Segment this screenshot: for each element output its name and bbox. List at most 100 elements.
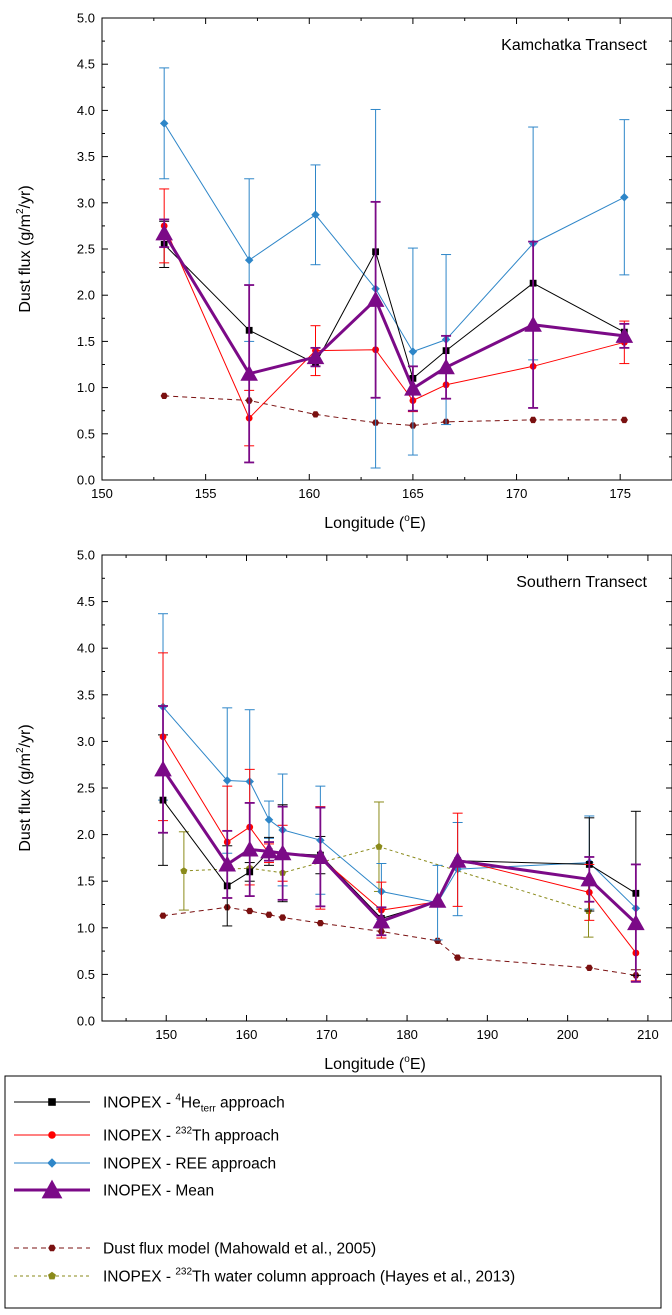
plot-frame	[101, 17, 672, 481]
y-tick-label: 4.0	[77, 641, 95, 656]
x-tick-label: 210	[637, 1027, 659, 1042]
data-point-model	[585, 964, 593, 971]
data-point-model	[159, 912, 167, 919]
legend-marker-model	[48, 1244, 56, 1252]
series-line-ree	[163, 123, 625, 353]
southern-panel: 0.0 0.5 1.0 1.5 2.0 2.5 3.0 3.5 4.0 4.5 5.0 150 160 1…	[15, 548, 672, 1073]
legend-marker-mean	[41, 1179, 63, 1199]
legend-text-part: approach	[216, 1095, 285, 1112]
panel-title: Kamchatka Transect	[501, 37, 647, 54]
data-point-mean	[524, 315, 542, 332]
y-tick-label: 3.5	[77, 687, 95, 702]
legend-item-water: INOPEX - 232Th water column approach (Ha…	[14, 1267, 515, 1286]
y-tick-label: 5.0	[77, 548, 95, 563]
legend-label-he: INOPEX - 4Heterr approach	[103, 1093, 285, 1115]
legend-label-model: Dust flux model (Mahowald et al., 2005)	[103, 1241, 376, 1258]
data-point-mean	[372, 912, 391, 929]
legend-item-ree: INOPEX - REE approach	[14, 1156, 276, 1173]
data-point-mean	[615, 327, 634, 343]
series-he	[158, 734, 641, 976]
y-tick-label: 2.5	[77, 781, 95, 796]
x-axis-label-part: Longitude (	[324, 515, 405, 532]
legend-text-part: INOPEX -	[103, 1269, 175, 1286]
legend-text-part: Dust flux model (Mahowald et al., 2005)	[103, 1241, 376, 1258]
data-point-mean	[580, 870, 599, 887]
x-axis-label-part: E)	[410, 515, 426, 532]
legend-sup: 4	[175, 1093, 181, 1104]
x-axis-label-sup: o	[404, 1054, 410, 1065]
x-axis-label: Longitude (oE)	[324, 513, 426, 532]
x-axis-label-sup: o	[404, 513, 410, 524]
series-ree	[158, 613, 641, 941]
y-tick-label: 4.0	[77, 103, 95, 118]
x-tick-label: 160	[298, 486, 320, 501]
series-mean	[155, 200, 634, 464]
data-point-mean	[311, 848, 330, 865]
series-line-mean	[162, 232, 625, 390]
x-tick-label: 170	[506, 486, 528, 501]
data-point-ree	[159, 119, 169, 128]
y-tick-label: 2.5	[77, 242, 95, 257]
legend-text-part: INOPEX -	[103, 1128, 175, 1145]
data-point-ree	[311, 210, 320, 220]
series-th	[158, 652, 641, 982]
x-tick-label: 200	[557, 1027, 579, 1042]
y-tick-label: 4.5	[77, 57, 95, 72]
legend-text-part: Th water column approach (Hayes et al., …	[192, 1269, 515, 1286]
legend-label-water: INOPEX - 232Th water column approach (Ha…	[103, 1267, 515, 1286]
series-line-th	[163, 225, 625, 419]
data-point-mean	[428, 891, 447, 908]
data-point-model	[316, 920, 324, 927]
y-tick-label: 0.0	[77, 1014, 95, 1029]
data-point-mean	[218, 855, 237, 872]
y-tick-label: 2.0	[77, 288, 95, 303]
y-axis-label: Dust flux (g/m2/yr)	[15, 724, 34, 851]
x-tick-label: 180	[396, 1027, 418, 1042]
series-line-th	[162, 736, 637, 954]
data-point-mean	[240, 840, 259, 857]
legend-item-mean: INOPEX - Mean	[14, 1179, 214, 1200]
y-tick-label: 3.0	[77, 734, 95, 749]
data-point-mean	[404, 379, 422, 396]
x-tick-label: 170	[316, 1027, 338, 1042]
data-point-model	[265, 911, 273, 918]
y-tick-label: 1.5	[77, 334, 95, 349]
y-axis-label-part: /yr)	[17, 185, 34, 208]
legend-marker-he	[48, 1098, 56, 1106]
y-tick-label: 1.0	[77, 920, 95, 935]
data-point-ree	[408, 347, 418, 356]
x-tick-label: 165	[402, 486, 424, 501]
series-ree	[159, 67, 630, 469]
y-axis-label: Dust flux (g/m2/yr)	[15, 185, 34, 312]
y-tick-label: 1.0	[77, 380, 95, 395]
data-point-mean	[273, 844, 292, 861]
x-axis-label-part: Longitude (	[324, 1056, 405, 1073]
y-axis-label-part: Dust flux (g/m	[17, 753, 34, 852]
series-line-model	[164, 395, 625, 426]
x-tick-label: 160	[236, 1027, 258, 1042]
y-tick-label: 1.5	[77, 874, 95, 889]
data-point-mean	[155, 224, 173, 241]
legend-item-he: INOPEX - 4Heterr approach	[14, 1093, 285, 1115]
legend-marker-ree	[47, 1158, 57, 1168]
series-he	[159, 220, 628, 382]
y-tick-label: 5.0	[77, 11, 95, 26]
data-point-mean	[240, 364, 258, 381]
legend-item-th: INOPEX - 232Th approach	[14, 1126, 279, 1145]
x-tick-label: 150	[155, 1027, 177, 1042]
data-point-model	[529, 416, 537, 424]
legend-marker-water	[48, 1271, 56, 1280]
data-point-ree	[264, 815, 274, 824]
series-line-model	[162, 906, 636, 976]
series-line-he	[163, 244, 625, 379]
y-tick-label: 2.0	[77, 827, 95, 842]
data-point-model	[434, 937, 442, 944]
legend-label-th: INOPEX - 232Th approach	[103, 1126, 279, 1145]
data-point-model	[160, 392, 168, 399]
data-point-mean	[366, 291, 385, 307]
x-axis-label: Longitude (oE)	[324, 1054, 426, 1073]
legend-sup: 232	[175, 1267, 192, 1278]
x-axis-label-part: E)	[410, 1056, 426, 1073]
x-tick-label: 175	[609, 486, 631, 501]
